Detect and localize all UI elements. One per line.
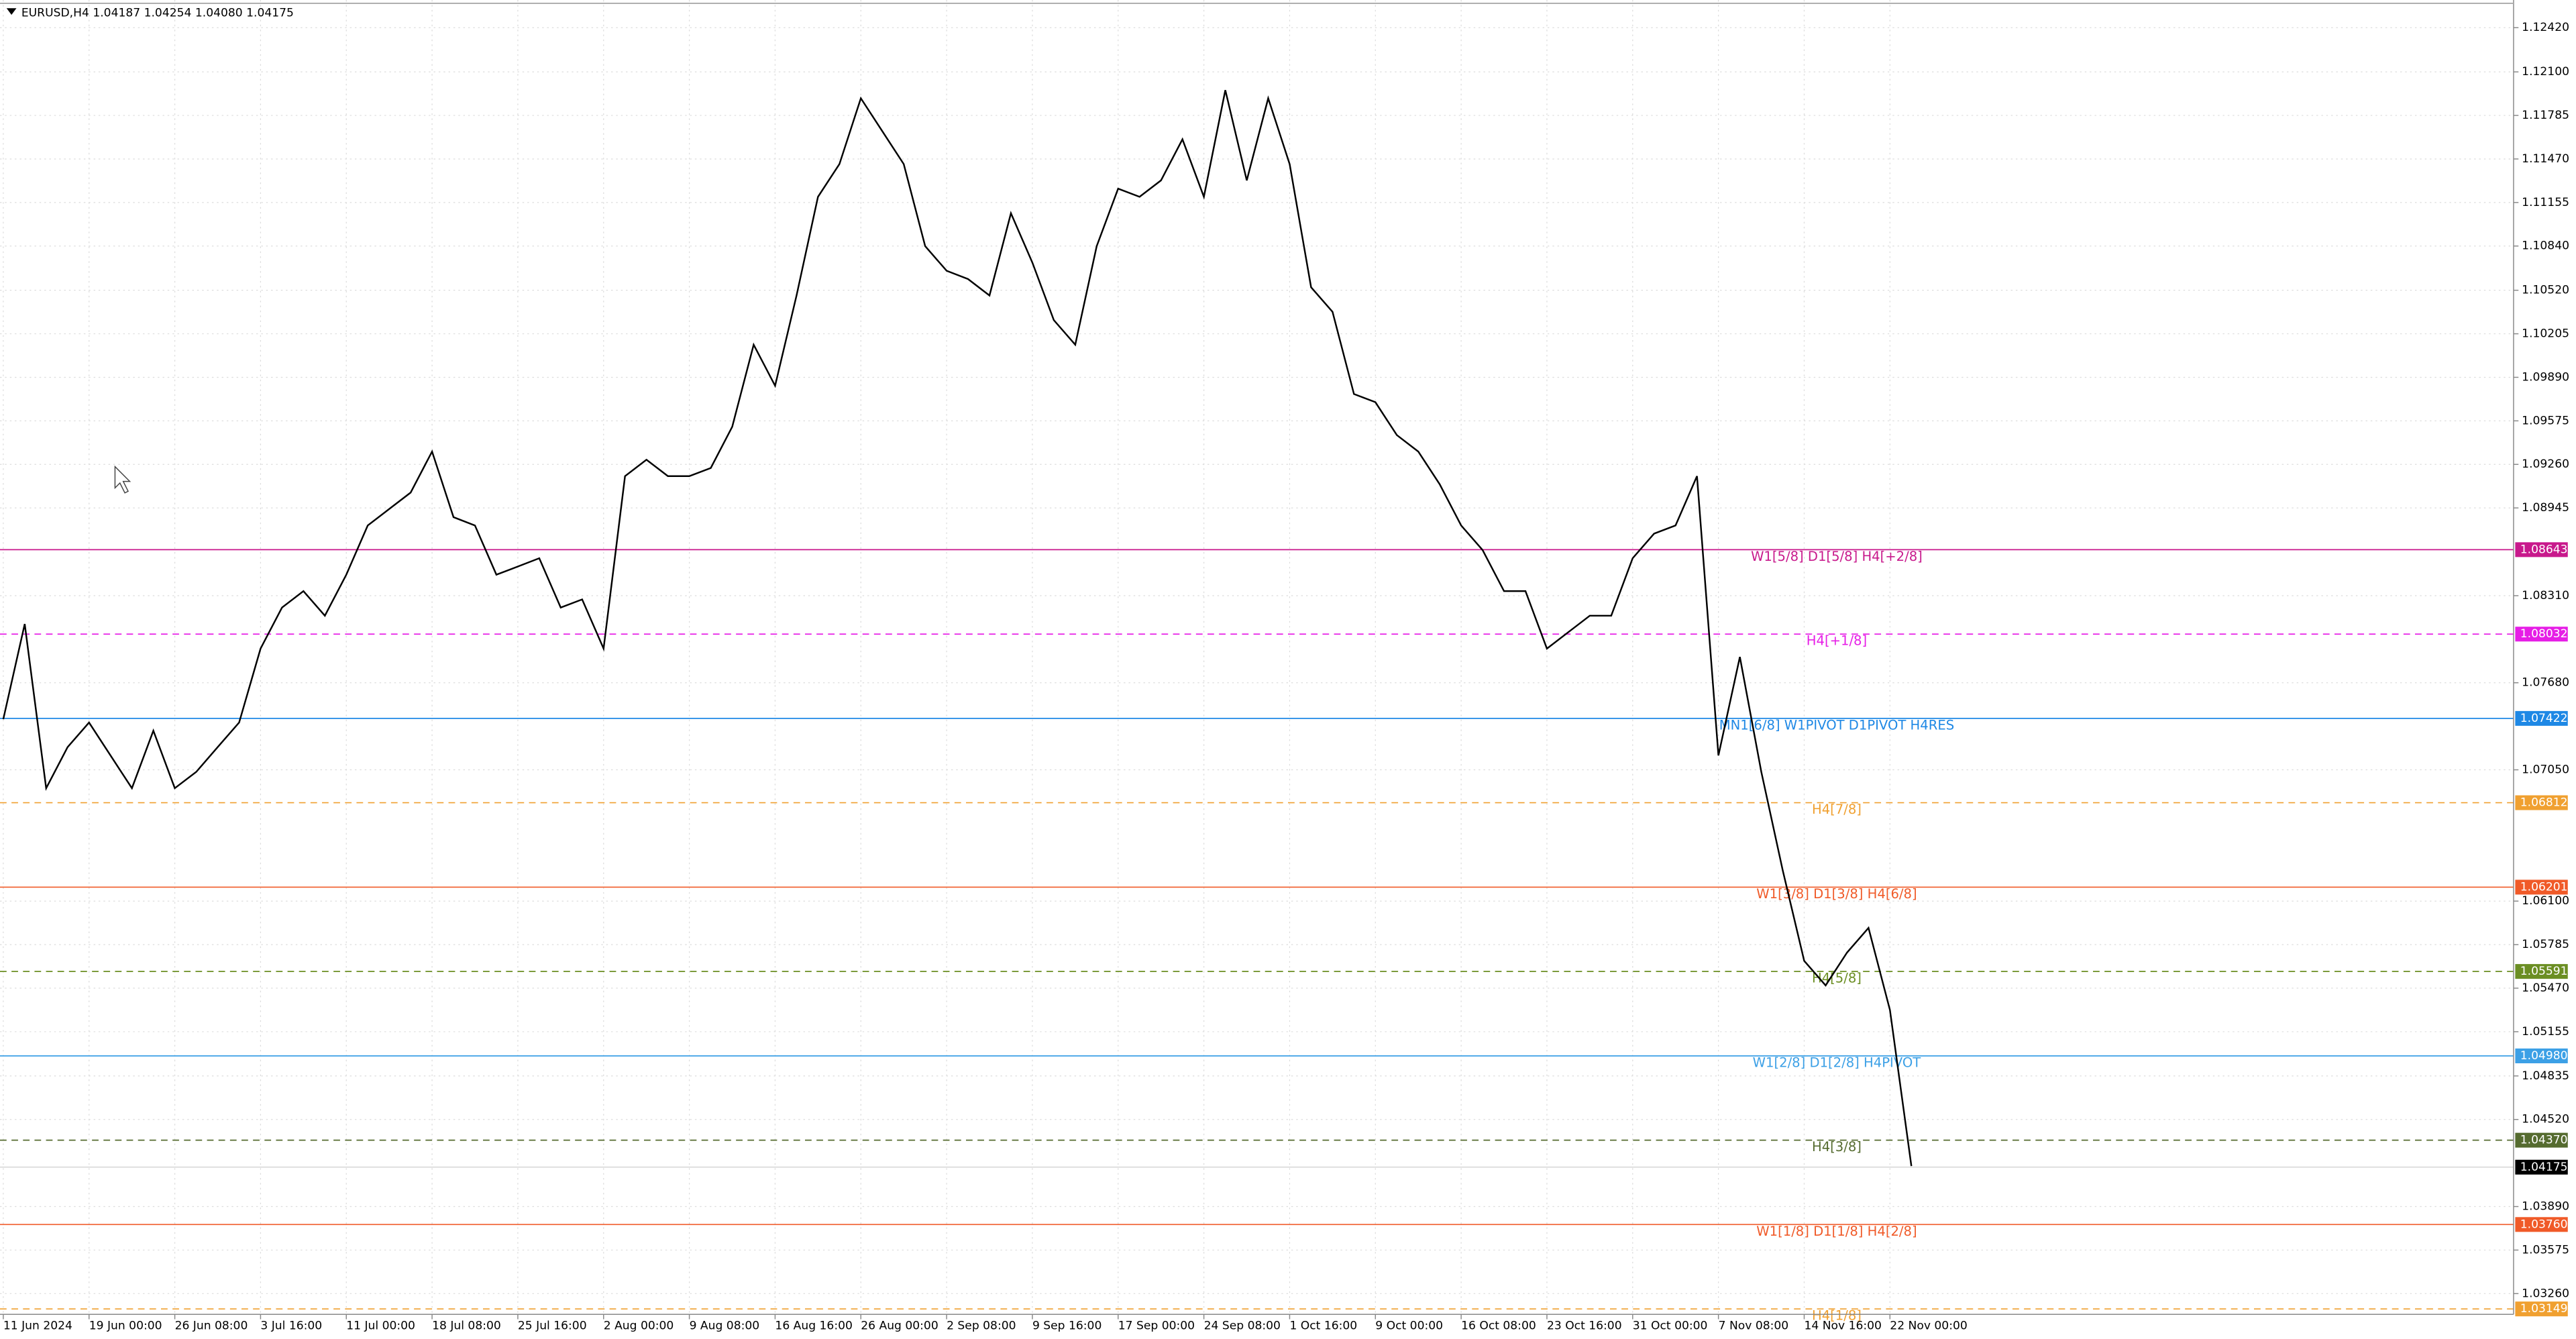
level-price-box — [2515, 1048, 2568, 1064]
x-tick-label: 17 Sep 00:00 — [1118, 1319, 1195, 1332]
x-tick-label: 31 Oct 00:00 — [1633, 1319, 1708, 1332]
x-tick-label: 3 Jul 16:00 — [260, 1319, 322, 1332]
level-price-box — [2515, 627, 2568, 642]
x-tick-label: 26 Jun 08:00 — [175, 1319, 248, 1332]
x-tick-label: 23 Oct 16:00 — [1547, 1319, 1622, 1332]
x-tick-label: 9 Oct 00:00 — [1375, 1319, 1443, 1332]
x-tick-label: 9 Aug 08:00 — [690, 1319, 760, 1332]
level-price-box — [2515, 1301, 2568, 1317]
level-text: W1[3/8] D1[3/8] H4[6/8] — [1756, 886, 1917, 902]
level-text: H4[+1/8] — [1807, 633, 1867, 649]
x-tick-label: 19 Jun 00:00 — [89, 1319, 162, 1332]
y-tick-label: 1.04835 — [2522, 1069, 2569, 1083]
y-tick-label: 1.03260 — [2522, 1287, 2569, 1300]
y-tick-label: 1.04520 — [2522, 1113, 2569, 1126]
y-tick-label: 1.09890 — [2522, 370, 2569, 384]
level-text: H4[1/8] — [1812, 1308, 1862, 1324]
level-text: W1[5/8] D1[5/8] H4[+2/8] — [1751, 549, 1923, 564]
current-price-box — [2515, 1159, 2568, 1175]
x-tick-label: 11 Jul 00:00 — [346, 1319, 415, 1332]
y-tick-label: 1.10520 — [2522, 284, 2569, 297]
level-price-box — [2515, 542, 2568, 557]
x-tick-label: 2 Aug 00:00 — [604, 1319, 674, 1332]
y-tick-label: 1.08310 — [2522, 589, 2569, 602]
y-tick-label: 1.03890 — [2522, 1200, 2569, 1214]
levels: W1[5/8] D1[5/8] H4[+2/8] H4[+1/8] MN1[6/8]… — [0, 549, 2514, 1324]
level-price-label: 1.04370 — [2520, 1134, 2568, 1147]
level-price-box — [2515, 1132, 2568, 1148]
y-tick-label: 1.08945 — [2522, 501, 2569, 515]
y-tick-label: 1.09575 — [2522, 414, 2569, 427]
axis: 1.12420 1.12100 1.11785 1.11470 1.11155 1.108… — [3, 21, 2569, 1332]
grid — [0, 0, 2514, 1315]
y-tick-label: 1.12100 — [2522, 65, 2569, 78]
y-tick-label: 1.05470 — [2522, 981, 2569, 995]
y-tick-label: 1.11155 — [2522, 196, 2569, 209]
price-line — [2, 90, 1913, 1167]
y-tick-label: 1.07680 — [2522, 676, 2569, 690]
x-tick-label: 24 Sep 08:00 — [1204, 1319, 1281, 1332]
chart-title: EURUSD,H4 1.04187 1.04254 1.04080 1.0417… — [21, 7, 294, 20]
y-tick-label: 1.03575 — [2522, 1243, 2569, 1256]
x-tick-label: 25 Jul 16:00 — [518, 1319, 587, 1332]
x-tick-label: 22 Nov 00:00 — [1890, 1319, 1967, 1332]
x-tick-label: 7 Nov 08:00 — [1719, 1319, 1789, 1332]
y-tick-label: 1.06100 — [2522, 894, 2569, 908]
x-tick-label: 11 Jun 2024 — [3, 1319, 72, 1332]
level-price-label: 1.07422 — [2520, 712, 2568, 725]
level-price-label: 1.06812 — [2520, 796, 2568, 810]
price — [0, 90, 2514, 1168]
level-price-label: 1.08643 — [2520, 543, 2568, 556]
y-tick-label: 1.11785 — [2522, 109, 2569, 122]
level-price-box — [2515, 795, 2568, 810]
level-text: MN1[6/8] W1PIVOT D1PIVOT H4RES — [1719, 717, 1954, 733]
level-price-box — [2515, 710, 2568, 726]
level-text: H4[7/8] — [1812, 802, 1862, 817]
x-tick-label: 14 Nov 16:00 — [1804, 1319, 1881, 1332]
x-tick-label: 18 Jul 08:00 — [432, 1319, 501, 1332]
x-tick-label: 2 Sep 08:00 — [947, 1319, 1016, 1332]
menu-arrow[interactable] — [6, 8, 17, 15]
current-price-label: 1.04175 — [2520, 1161, 2568, 1174]
level-price-box — [2515, 1217, 2568, 1232]
level-price-label: 1.03149 — [2520, 1302, 2568, 1316]
level-text: H4[3/8] — [1812, 1139, 1862, 1155]
x-tick-label: 16 Aug 16:00 — [775, 1319, 852, 1332]
y-tick-label: 1.10205 — [2522, 327, 2569, 341]
mouse-cursor — [114, 465, 131, 494]
y-tick-label: 1.07050 — [2522, 763, 2569, 777]
y-tick-label: 1.09260 — [2522, 458, 2569, 471]
level-text: W1[1/8] D1[1/8] H4[2/8] — [1756, 1224, 1917, 1239]
y-tick-label: 1.05785 — [2522, 938, 2569, 951]
level-price-box — [2515, 879, 2568, 895]
level-price-label: 1.06201 — [2520, 880, 2568, 894]
x-tick-label: 26 Aug 00:00 — [861, 1319, 938, 1332]
y-tick-label: 1.10840 — [2522, 239, 2569, 253]
y-tick-label: 1.11470 — [2522, 152, 2569, 166]
x-tick-label: 16 Oct 08:00 — [1461, 1319, 1536, 1332]
level-price-label: 1.05591 — [2520, 965, 2568, 978]
level-text: W1[2/8] D1[2/8] H4PIVOT — [1753, 1055, 1922, 1071]
level-price-box — [2515, 964, 2568, 979]
y-tick-label: 1.12420 — [2522, 21, 2569, 34]
y-tick-label: 1.05155 — [2522, 1025, 2569, 1038]
level-price-label: 1.04980 — [2520, 1049, 2568, 1063]
level-text: H4[5/8] — [1812, 971, 1862, 986]
x-tick-label: 1 Oct 16:00 — [1289, 1319, 1357, 1332]
level-price-label: 1.08032 — [2520, 627, 2568, 641]
x-tick-label: 9 Sep 16:00 — [1032, 1319, 1102, 1332]
level-price-label: 1.03760 — [2520, 1218, 2568, 1231]
